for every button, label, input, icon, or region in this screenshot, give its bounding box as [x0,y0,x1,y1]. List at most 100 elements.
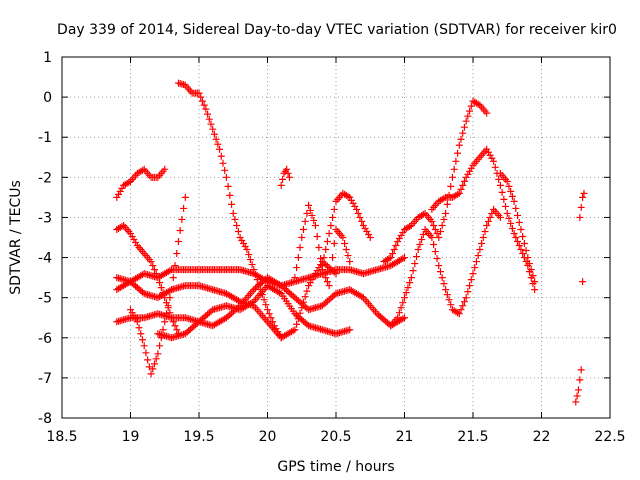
series-track-3 [174,79,285,342]
data-point [382,317,390,325]
data-point [484,217,492,225]
data-point [161,318,169,326]
data-point [440,194,448,202]
data-point [481,227,489,235]
data-point [253,283,261,291]
data-point [472,258,480,266]
data-point [462,294,470,302]
x-tick-label: 20.5 [320,429,351,445]
data-point [186,325,194,333]
data-point [287,291,295,299]
data-point [483,221,491,229]
data-point [457,135,465,143]
data-point [236,234,244,241]
data-point [262,301,270,309]
data-point [395,235,403,243]
data-point [173,326,181,334]
data-point [318,262,326,270]
data-point [517,225,525,233]
data-point [130,281,138,289]
data-point [514,238,522,246]
data-point [323,297,331,305]
data-point [222,173,230,181]
data-point [409,267,417,275]
data-point [467,102,475,110]
data-point [510,197,518,205]
data-point [401,254,408,262]
data-point [483,109,491,117]
data-point [202,105,210,113]
data-point [154,350,162,358]
data-point [435,234,443,241]
data-point [279,175,287,183]
data-point [303,287,311,295]
data-point [311,221,319,229]
data-point [531,278,539,286]
data-point [212,135,220,143]
y-tick-labels: 1 0 -1 -2 -3 -4 -5 -6 -7 -8 [38,50,52,427]
y-tick-label: -3 [38,210,52,226]
data-point [130,236,138,244]
x-tick-labels: 18.5 19 19.5 20 20.5 21 21.5 22 22.5 [46,429,625,445]
data-point [358,293,366,301]
data-point [265,310,273,318]
data-point [476,246,484,254]
data-point [404,284,412,292]
data-point [198,97,206,105]
data-point [294,313,302,321]
data-point [351,202,359,210]
data-point [301,217,309,225]
data-point [317,255,325,263]
data-point [359,221,367,229]
data-point [197,93,205,101]
data-point [228,200,236,208]
data-point [166,267,174,275]
series-track-13 [387,205,504,330]
data-point [572,398,580,406]
data-point [454,190,462,198]
data-point [291,326,299,334]
data-point [464,170,472,178]
data-point [209,125,217,133]
plot-frame [61,56,611,419]
data-point [294,254,302,262]
data-point [486,151,494,159]
data-point [289,327,297,335]
data-point [214,140,222,148]
data-point [299,225,307,233]
data-point [342,246,350,254]
data-point [161,165,169,173]
data-point [233,221,241,229]
data-point [430,221,438,229]
series-track-4 [113,221,182,338]
series-track-12 [380,97,491,266]
data-point [147,370,155,378]
data-point [252,271,260,279]
data-point [460,177,468,185]
data-point [349,199,357,207]
data-point [500,195,508,203]
data-point [277,181,285,189]
data-point [517,246,525,254]
data-point [431,225,439,233]
y-tick-label: -8 [38,411,52,427]
data-point [118,184,126,192]
data-point [515,242,523,250]
data-point [378,314,386,322]
data-point [428,234,436,241]
data-point [416,241,424,249]
data-point [510,229,518,237]
data-point [401,314,408,322]
data-point [366,234,374,241]
data-point [344,252,352,260]
data-point [436,268,444,276]
data-point [474,252,482,260]
series-track-10 [318,189,374,270]
data-point [514,211,522,219]
data-point [285,173,293,181]
data-point [327,268,335,276]
data-point [329,267,337,275]
data-point [217,152,225,160]
chart-title: Day 339 of 2014, Sidereal Day-to-day VTE… [57,22,617,38]
